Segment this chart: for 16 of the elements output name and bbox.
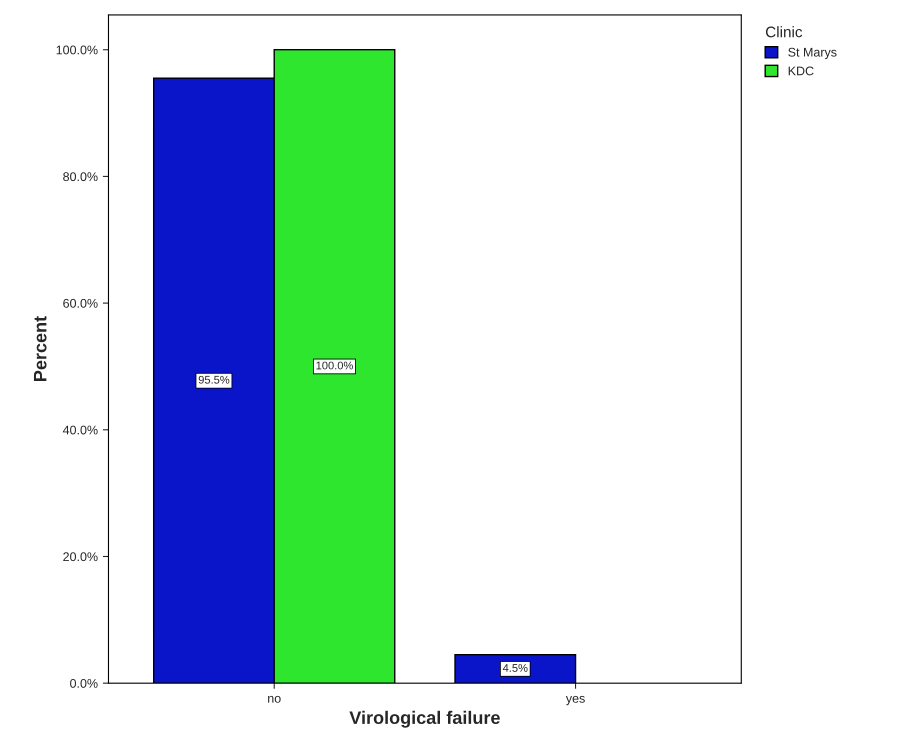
- y-tick-label: 0.0%: [70, 678, 98, 688]
- y-tick-label: 60.0%: [63, 298, 98, 308]
- x-axis-title: Virological failure: [349, 710, 500, 728]
- data-label: 95.5%: [198, 376, 230, 384]
- y-tick-label: 80.0%: [63, 172, 98, 182]
- y-tick-label: 40.0%: [62, 426, 98, 434]
- data-label: 100.0%: [316, 362, 353, 370]
- data-label: 4.5%: [502, 664, 528, 672]
- y-tick-label: 100.0%: [56, 46, 98, 54]
- y-axis-title: Percent: [34, 316, 47, 381]
- legend-label: KDC: [788, 66, 814, 76]
- x-tick-label: yes: [566, 696, 585, 706]
- y-tick-label: 20.0%: [63, 552, 98, 562]
- x-tick-label: no: [268, 696, 281, 703]
- legend-title: Clinic: [766, 26, 802, 38]
- legend-label: St Marys: [788, 48, 837, 60]
